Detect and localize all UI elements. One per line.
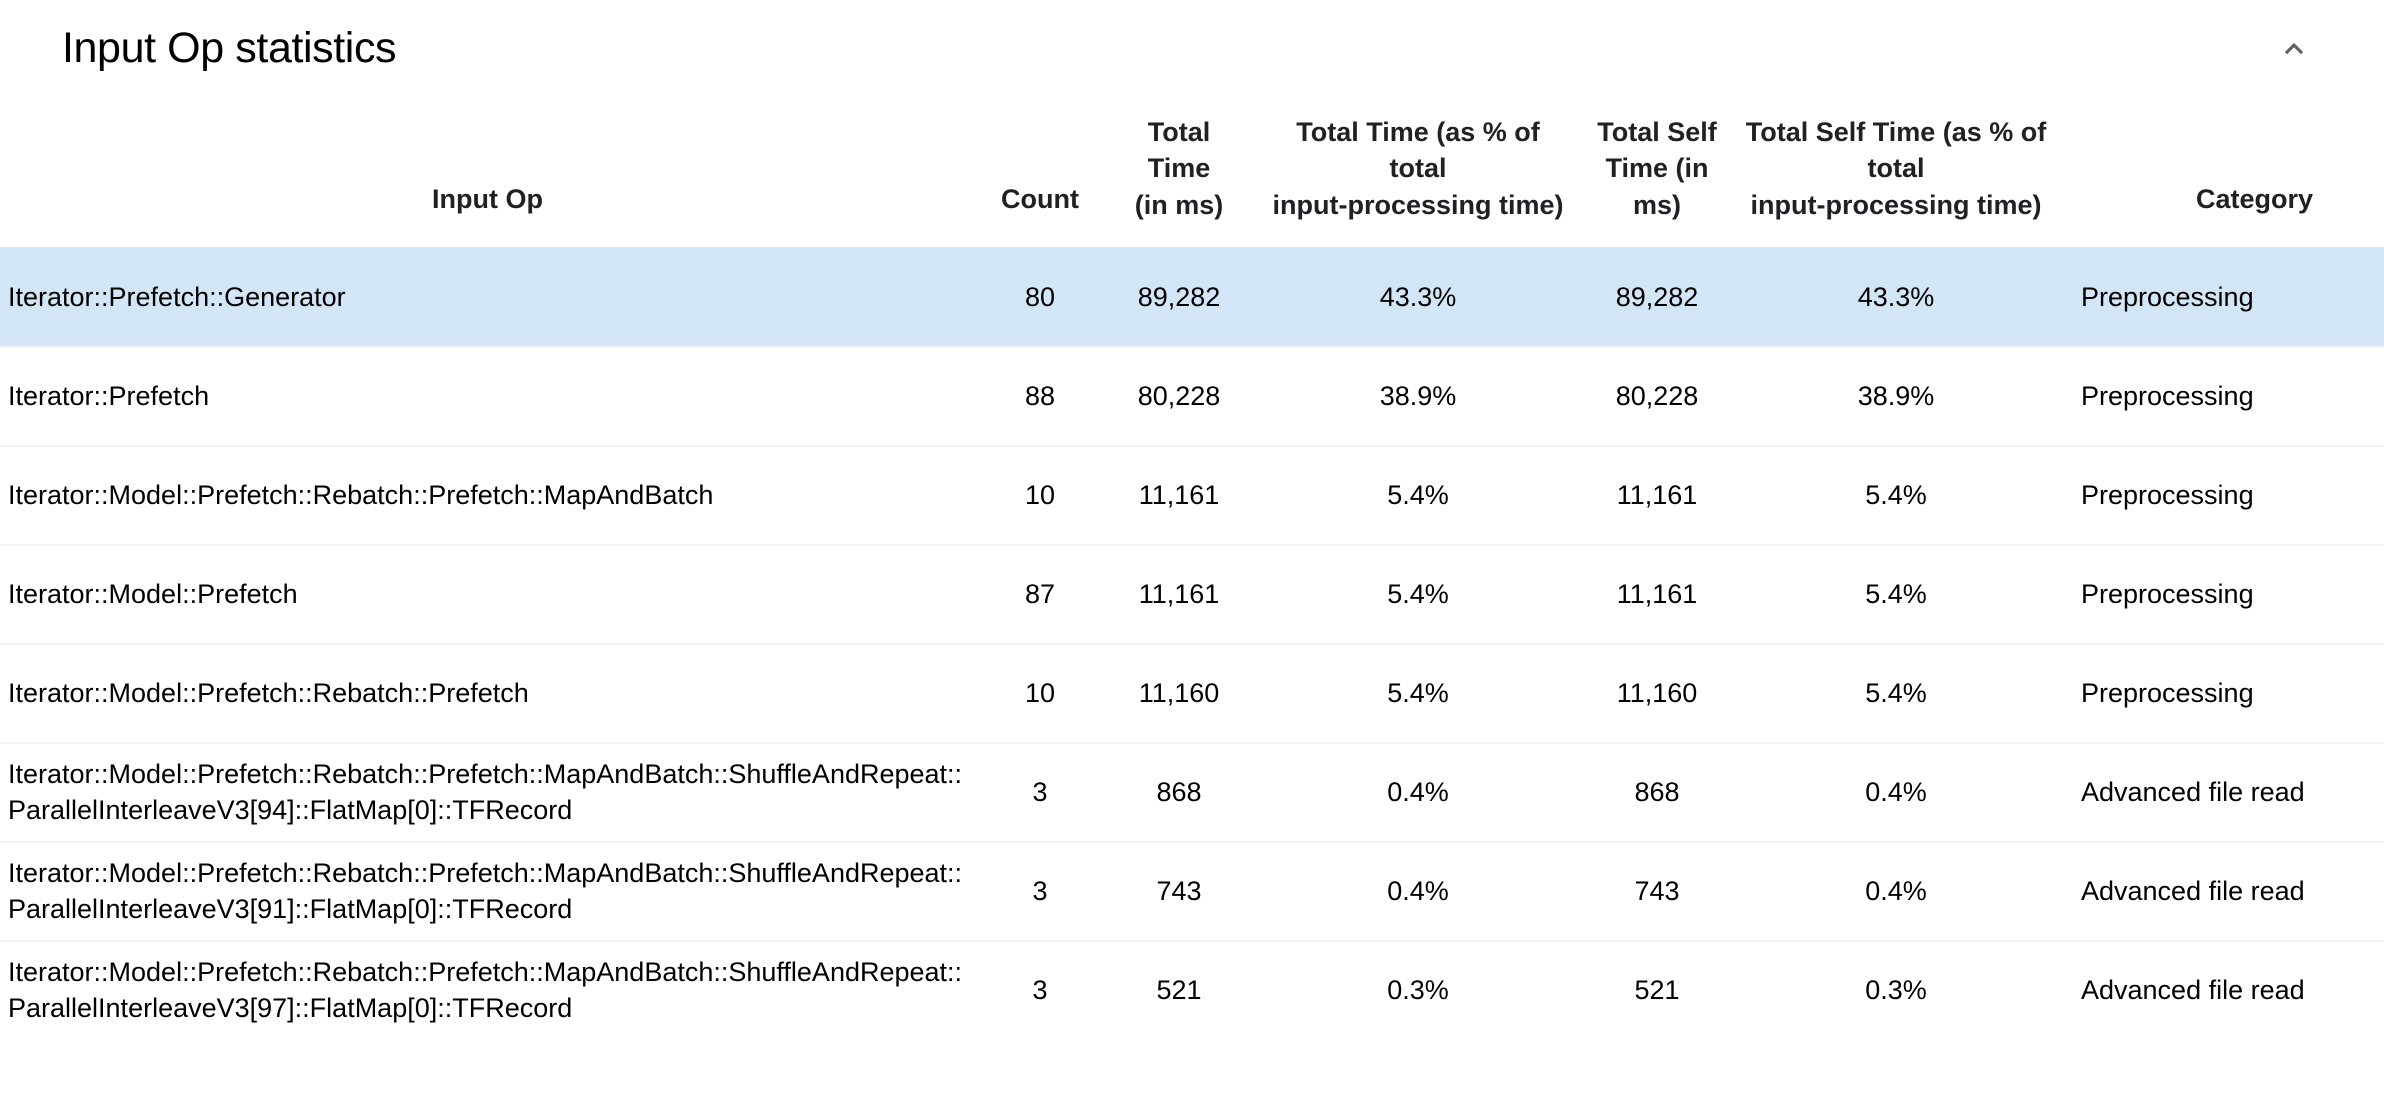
column-header-total-time[interactable]: Total Time (in ms) bbox=[1105, 96, 1253, 249]
input-op-statistics-table: Input Op Count Total Time (in ms) Total … bbox=[0, 96, 2384, 1041]
column-header-total-self-time-percent[interactable]: Total Self Time (as % of total input-pro… bbox=[1731, 96, 2061, 249]
cell-total-time-percent: 5.4% bbox=[1253, 544, 1583, 645]
column-header-category[interactable]: Category bbox=[2061, 96, 2384, 249]
cell-category: Advanced file read bbox=[2061, 940, 2384, 1041]
cell-count: 10 bbox=[975, 643, 1105, 744]
cell-total-time: 743 bbox=[1105, 841, 1253, 942]
cell-total-time: 11,161 bbox=[1105, 445, 1253, 546]
cell-category: Preprocessing bbox=[2061, 247, 2384, 348]
cell-total-self-time-percent: 38.9% bbox=[1731, 346, 2061, 447]
cell-total-time-percent: 0.3% bbox=[1253, 940, 1583, 1041]
cell-total-self-time-percent: 5.4% bbox=[1731, 643, 2061, 744]
cell-total-self-time-percent: 5.4% bbox=[1731, 445, 2061, 546]
cell-input-op: Iterator::Model::Prefetch::Rebatch::Pref… bbox=[0, 445, 975, 546]
cell-total-self-time: 521 bbox=[1583, 940, 1731, 1041]
column-header-total-time-line2: (in ms) bbox=[1134, 189, 1224, 220]
cell-total-time: 80,228 bbox=[1105, 346, 1253, 447]
cell-count: 10 bbox=[975, 445, 1105, 546]
cell-count: 3 bbox=[975, 940, 1105, 1041]
table-body: Iterator::Prefetch::Generator 80 89,282 43.… bbox=[0, 247, 2384, 1041]
cell-input-op: Iterator::Model::Prefetch::Rebatch::Pref… bbox=[0, 940, 975, 1041]
page-title: Input Op statistics bbox=[62, 23, 397, 72]
column-header-category-label: Category bbox=[2195, 183, 2314, 214]
cell-count: 3 bbox=[975, 841, 1105, 942]
cell-total-self-time-percent: 5.4% bbox=[1731, 544, 2061, 645]
cell-input-op: Iterator::Model::Prefetch bbox=[0, 544, 975, 645]
cell-total-self-time-percent: 0.4% bbox=[1731, 742, 2061, 843]
cell-total-self-time-percent: 0.4% bbox=[1731, 841, 2061, 942]
table-row[interactable]: Iterator::Model::Prefetch::Rebatch::Pref… bbox=[0, 841, 2384, 942]
table-row[interactable]: Iterator::Prefetch::Generator 80 89,282 43.… bbox=[0, 247, 2384, 348]
cell-total-time: 521 bbox=[1105, 940, 1253, 1041]
table-row[interactable]: Iterator::Prefetch 88 80,228 38.9% 80,228 38.… bbox=[0, 346, 2384, 447]
table-row[interactable]: Iterator::Model::Prefetch::Rebatch::Pref… bbox=[0, 445, 2384, 546]
cell-input-op: Iterator::Prefetch::Generator bbox=[0, 247, 975, 348]
column-header-total-time-line1: Total Time bbox=[1147, 117, 1211, 184]
cell-total-self-time-percent: 0.3% bbox=[1731, 940, 2061, 1041]
column-header-total-self-time-line2: Time (in ms) bbox=[1605, 153, 1709, 220]
panel-header: Input Op statistics bbox=[0, 0, 2384, 96]
table-row[interactable]: Iterator::Model::Prefetch::Rebatch::Pref… bbox=[0, 643, 2384, 744]
collapse-panel-button[interactable] bbox=[2258, 12, 2330, 84]
cell-input-op: Iterator::Prefetch bbox=[0, 346, 975, 447]
cell-count: 88 bbox=[975, 346, 1105, 447]
cell-total-self-time: 80,228 bbox=[1583, 346, 1731, 447]
cell-category: Advanced file read bbox=[2061, 841, 2384, 942]
cell-total-self-time: 89,282 bbox=[1583, 247, 1731, 348]
column-header-total-time-percent-line1: Total Time (as % of total bbox=[1296, 117, 1540, 184]
chevron-up-icon bbox=[2279, 33, 2309, 63]
column-header-input-op-label: Input Op bbox=[432, 183, 543, 214]
cell-total-time: 11,161 bbox=[1105, 544, 1253, 645]
cell-total-time: 868 bbox=[1105, 742, 1253, 843]
cell-total-self-time-percent: 43.3% bbox=[1731, 247, 2061, 348]
cell-input-op: Iterator::Model::Prefetch::Rebatch::Pref… bbox=[0, 643, 975, 744]
table-row[interactable]: Iterator::Model::Prefetch 87 11,161 5.4% 11,… bbox=[0, 544, 2384, 645]
cell-category: Preprocessing bbox=[2061, 544, 2384, 645]
cell-total-time-percent: 5.4% bbox=[1253, 445, 1583, 546]
column-header-total-self-time-percent-line1: Total Self Time (as % of total bbox=[1745, 117, 2047, 184]
cell-total-self-time: 11,160 bbox=[1583, 643, 1731, 744]
cell-total-time-percent: 38.9% bbox=[1253, 346, 1583, 447]
column-header-count[interactable]: Count bbox=[975, 96, 1105, 249]
cell-category: Preprocessing bbox=[2061, 445, 2384, 546]
cell-category: Preprocessing bbox=[2061, 346, 2384, 447]
cell-total-time-percent: 43.3% bbox=[1253, 247, 1583, 348]
column-header-total-self-time-percent-line2: input-processing time) bbox=[1750, 189, 2042, 220]
cell-count: 80 bbox=[975, 247, 1105, 348]
cell-input-op: Iterator::Model::Prefetch::Rebatch::Pref… bbox=[0, 841, 975, 942]
column-header-total-time-percent[interactable]: Total Time (as % of total input-processi… bbox=[1253, 96, 1583, 249]
cell-total-self-time: 11,161 bbox=[1583, 445, 1731, 546]
table-row[interactable]: Iterator::Model::Prefetch::Rebatch::Pref… bbox=[0, 940, 2384, 1041]
column-header-input-op[interactable]: Input Op bbox=[0, 96, 975, 249]
cell-input-op: Iterator::Model::Prefetch::Rebatch::Pref… bbox=[0, 742, 975, 843]
column-header-total-time-percent-line2: input-processing time) bbox=[1272, 189, 1564, 220]
cell-total-self-time: 11,161 bbox=[1583, 544, 1731, 645]
cell-total-time: 89,282 bbox=[1105, 247, 1253, 348]
cell-category: Preprocessing bbox=[2061, 643, 2384, 744]
cell-total-time: 11,160 bbox=[1105, 643, 1253, 744]
cell-count: 87 bbox=[975, 544, 1105, 645]
cell-total-self-time: 743 bbox=[1583, 841, 1731, 942]
cell-total-self-time: 868 bbox=[1583, 742, 1731, 843]
column-header-count-label: Count bbox=[1001, 183, 1079, 214]
cell-count: 3 bbox=[975, 742, 1105, 843]
cell-category: Advanced file read bbox=[2061, 742, 2384, 843]
table-row[interactable]: Iterator::Model::Prefetch::Rebatch::Pref… bbox=[0, 742, 2384, 843]
cell-total-time-percent: 5.4% bbox=[1253, 643, 1583, 744]
column-header-total-self-time-line1: Total Self bbox=[1597, 117, 1717, 147]
cell-total-time-percent: 0.4% bbox=[1253, 841, 1583, 942]
cell-total-time-percent: 0.4% bbox=[1253, 742, 1583, 843]
column-header-total-self-time[interactable]: Total Self Time (in ms) bbox=[1583, 96, 1731, 249]
table-header-row: Input Op Count Total Time (in ms) Total … bbox=[0, 96, 2384, 249]
input-op-table-scroll[interactable]: Input Op Count Total Time (in ms) Total … bbox=[0, 96, 2384, 1041]
